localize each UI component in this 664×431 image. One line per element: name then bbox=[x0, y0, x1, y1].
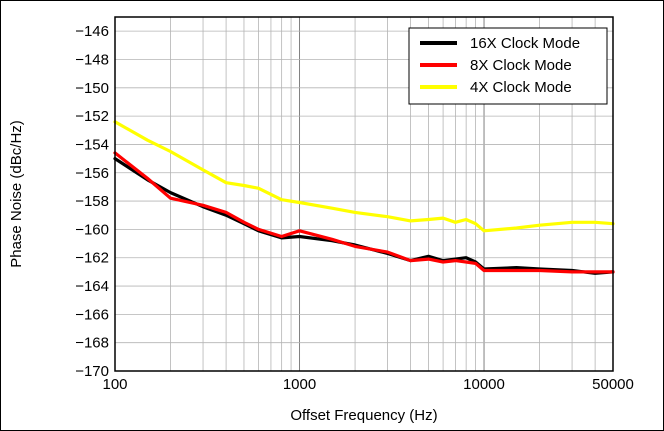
y-tick-label: −170 bbox=[75, 363, 109, 380]
x-tick-label: 10000 bbox=[463, 376, 505, 393]
y-tick-label: −146 bbox=[75, 23, 109, 40]
legend-label: 4X Clock Mode bbox=[470, 79, 572, 96]
legend: 16X Clock Mode 8X Clock Mode 4X Clock Mode bbox=[408, 27, 608, 105]
legend-label: 8X Clock Mode bbox=[470, 57, 572, 74]
x-tick-label: 100 bbox=[102, 376, 127, 393]
x-tick-label: 50000 bbox=[592, 376, 634, 393]
x-axis-label: Offset Frequency (Hz) bbox=[290, 407, 437, 424]
y-tick-label: −166 bbox=[75, 306, 109, 323]
y-tick-label: −164 bbox=[75, 278, 109, 295]
y-tick-label: −156 bbox=[75, 165, 109, 182]
legend-label: 16X Clock Mode bbox=[470, 35, 580, 52]
y-tick-label: −150 bbox=[75, 80, 109, 97]
y-axis-label: Phase Noise (dBc/Hz) bbox=[8, 120, 25, 268]
y-tick-label: −152 bbox=[75, 108, 109, 125]
series-group bbox=[113, 120, 615, 275]
x-tick-label: 1000 bbox=[283, 376, 316, 393]
y-tick-label: −162 bbox=[75, 250, 109, 267]
y-tick-label: −160 bbox=[75, 221, 109, 238]
series-line bbox=[113, 120, 615, 233]
tick-labels: 100 1000 10000 50000 −170 −168 −166 −164 −162 −16… bbox=[75, 23, 634, 393]
y-tick-label: −158 bbox=[75, 193, 109, 210]
plot-area bbox=[114, 16, 614, 372]
series-line bbox=[113, 157, 615, 275]
y-tick-label: −148 bbox=[75, 51, 109, 68]
y-tick-label: −154 bbox=[75, 136, 109, 153]
y-tick-label: −168 bbox=[75, 335, 109, 352]
series-line bbox=[113, 151, 615, 274]
